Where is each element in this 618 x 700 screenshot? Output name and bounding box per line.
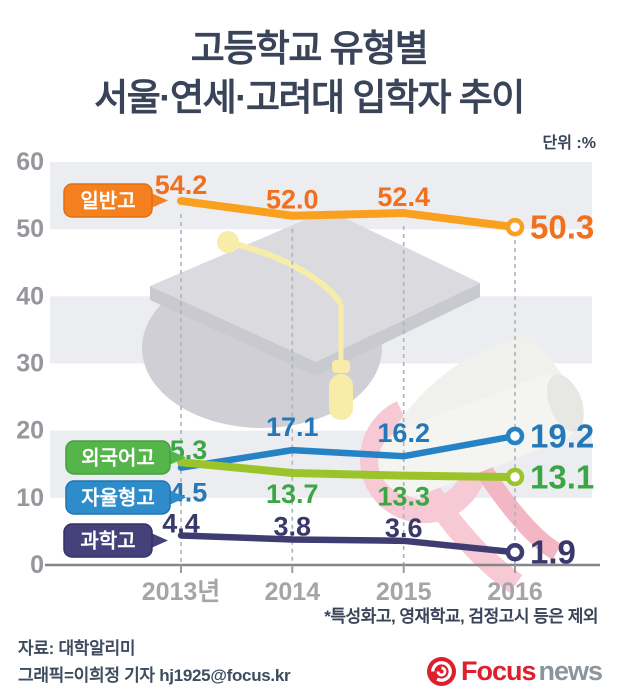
scroll-body bbox=[378, 375, 584, 496]
data-value-label: 52.0 bbox=[266, 185, 319, 215]
cap-board-top bbox=[150, 210, 480, 362]
series-callout-tail bbox=[150, 192, 168, 209]
scroll-curl bbox=[546, 374, 584, 432]
title-line-2: 서울·연세·고려대 입학자 추이 bbox=[94, 77, 525, 118]
footnote: *특성화고, 영재학교, 검정고시 등은 제외 bbox=[324, 607, 598, 626]
y-axis-label: 0 bbox=[30, 551, 44, 579]
series-callout-box bbox=[65, 480, 171, 515]
data-value-label: 17.1 bbox=[266, 412, 319, 442]
data-value-label: 16.2 bbox=[377, 418, 430, 448]
series-callout-box bbox=[65, 440, 171, 475]
data-value-label: 13.7 bbox=[266, 479, 319, 509]
chart-canvas: 0 10 20 30 40 50 60 2013년 2014 2015 2016 54.2 52.0 5… bbox=[16, 150, 600, 606]
data-value-label: 3.6 bbox=[385, 513, 423, 543]
dashed-gridlines bbox=[180, 213, 516, 565]
tassel-head bbox=[332, 360, 350, 373]
y-axis-label: 10 bbox=[16, 484, 44, 512]
logo-brand-text: Focus bbox=[460, 656, 537, 686]
title-line-1: 고등학교 유형별 bbox=[190, 28, 429, 69]
y-axis-label: 20 bbox=[16, 417, 44, 445]
data-value-label: 3.8 bbox=[274, 511, 312, 541]
end-point-marker bbox=[505, 217, 525, 237]
series-callout-label: 일반고 bbox=[80, 190, 135, 213]
series-callout-tail bbox=[168, 449, 186, 466]
data-value-label: 4.4 bbox=[162, 508, 200, 538]
series-callout-label: 과학고 bbox=[80, 530, 135, 553]
series-line bbox=[177, 196, 519, 232]
series-callout-label: 외국어고 bbox=[81, 447, 155, 470]
data-value-label-end: 1.9 bbox=[530, 534, 576, 571]
page-title: 고등학교 유형별 서울·연세·고려대 입학자 추이 bbox=[0, 24, 618, 122]
data-value-label: 54.2 bbox=[155, 170, 208, 200]
focus-news-logo: Focus news bbox=[426, 656, 603, 687]
series-callout-box bbox=[63, 523, 153, 558]
end-point-marker bbox=[505, 426, 525, 446]
series-callout-box bbox=[63, 183, 153, 218]
series-lines bbox=[177, 196, 525, 562]
series-callout-tail bbox=[168, 489, 186, 506]
series-line bbox=[177, 532, 519, 556]
source-text: 자료: 대학알리미 bbox=[18, 639, 136, 658]
watermark bbox=[142, 210, 584, 594]
series-callout-label: 자율형고 bbox=[81, 487, 155, 510]
graduation-cap-watermark bbox=[142, 210, 480, 428]
unit-label: 단위 :% bbox=[542, 135, 596, 152]
series-callout-tail bbox=[150, 532, 168, 549]
credit-text: 그래픽=이희정 기자 hj1925@focus.kr bbox=[18, 666, 291, 685]
y-axis-label: 60 bbox=[16, 150, 44, 176]
logo-suffix-text: news bbox=[538, 656, 603, 686]
y-axis-label: 30 bbox=[16, 350, 44, 378]
end-point-marker bbox=[505, 542, 525, 562]
end-point-marker bbox=[505, 467, 525, 487]
scroll-group bbox=[378, 334, 584, 496]
axes: 0 10 20 30 40 50 60 2013년 2014 2015 2016 bbox=[16, 150, 600, 606]
data-value-label-end: 50.3 bbox=[530, 209, 594, 246]
x-axis-label: 2013년 bbox=[142, 578, 221, 606]
x-axis-label: 2016 bbox=[487, 578, 543, 606]
tassel-body bbox=[329, 374, 353, 420]
series-line bbox=[177, 458, 519, 482]
cap-board-edge bbox=[150, 283, 480, 376]
y-axis-label: 50 bbox=[16, 215, 44, 243]
data-value-label: 13.3 bbox=[377, 482, 430, 512]
data-value-label-end: 13.1 bbox=[530, 459, 594, 496]
data-value-label-end: 19.2 bbox=[530, 418, 594, 455]
y-axis-label: 40 bbox=[16, 282, 44, 310]
x-axis-label: 2014 bbox=[264, 578, 320, 606]
data-value-label: 52.4 bbox=[377, 182, 430, 212]
tassel-cord bbox=[227, 239, 344, 306]
focus-news-swirl-icon bbox=[426, 656, 456, 687]
line-chart: 0 10 20 30 40 50 60 2013년 2014 2015 2016 54.2 52.0 5… bbox=[0, 150, 618, 625]
series-line bbox=[177, 432, 519, 471]
x-axis-label: 2015 bbox=[376, 578, 432, 606]
